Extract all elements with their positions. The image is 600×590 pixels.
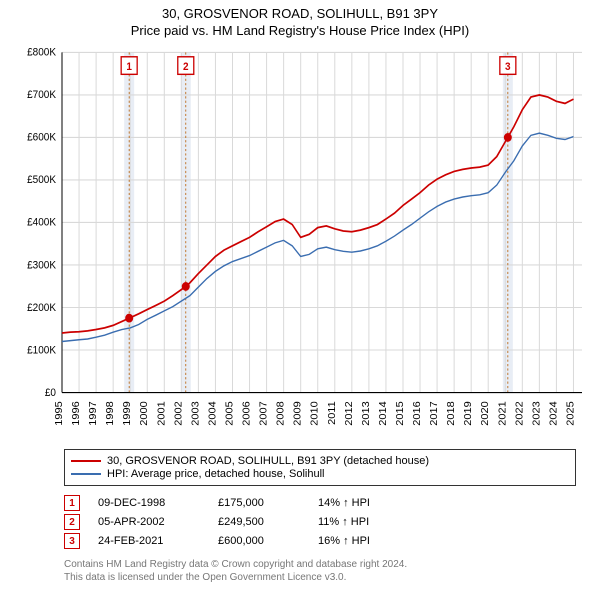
legend-swatch [71,460,101,462]
svg-text:£100K: £100K [27,345,56,356]
transaction-price: £249,500 [218,516,318,528]
svg-text:1998: 1998 [106,401,116,426]
svg-text:2006: 2006 [242,401,252,426]
legend-item: 30, GROSVENOR ROAD, SOLIHULL, B91 3PY (d… [71,455,569,467]
table-row: 1 09-DEC-1998 £175,000 14% ↑ HPI [64,495,576,511]
svg-text:2017: 2017 [429,401,439,426]
legend-item: HPI: Average price, detached house, Soli… [71,468,569,480]
legend-label: HPI: Average price, detached house, Soli… [107,468,325,480]
svg-text:£600K: £600K [27,132,56,143]
title-line-2: Price paid vs. HM Land Registry's House … [0,23,600,38]
svg-text:2024: 2024 [549,401,559,426]
svg-text:£800K: £800K [27,48,56,59]
svg-text:£500K: £500K [27,175,56,186]
transaction-price: £175,000 [218,497,318,509]
svg-text:£400K: £400K [27,217,56,228]
transaction-price: £600,000 [218,535,318,547]
svg-text:2013: 2013 [361,401,371,426]
line-chart: £0 £100K £200K £300K £400K £500K £600K £700K £80… [12,48,588,443]
svg-text:2007: 2007 [259,401,269,426]
svg-text:2004: 2004 [208,401,218,426]
svg-text:1999: 1999 [123,401,133,426]
svg-text:£300K: £300K [27,260,56,271]
transactions-table: 1 09-DEC-1998 £175,000 14% ↑ HPI 2 05-AP… [64,492,576,552]
title-line-1: 30, GROSVENOR ROAD, SOLIHULL, B91 3PY [0,6,600,21]
svg-text:1996: 1996 [71,401,81,426]
chart-area: £0 £100K £200K £300K £400K £500K £600K £700K £80… [12,48,588,443]
footer-line-1: Contains HM Land Registry data © Crown c… [64,558,576,571]
table-row: 3 24-FEB-2021 £600,000 16% ↑ HPI [64,533,576,549]
transaction-pct: 11% ↑ HPI [318,516,418,528]
svg-text:2022: 2022 [515,401,525,426]
svg-text:£700K: £700K [27,90,56,101]
svg-text:£200K: £200K [27,302,56,313]
table-row: 2 05-APR-2002 £249,500 11% ↑ HPI [64,514,576,530]
svg-text:3: 3 [505,62,511,73]
legend-swatch [71,473,101,475]
legend: 30, GROSVENOR ROAD, SOLIHULL, B91 3PY (d… [64,449,576,486]
transaction-pct: 14% ↑ HPI [318,497,418,509]
svg-text:2009: 2009 [293,401,303,426]
footer-line-2: This data is licensed under the Open Gov… [64,571,576,584]
svg-text:2025: 2025 [566,401,576,426]
svg-text:2011: 2011 [327,401,337,425]
svg-text:2005: 2005 [225,401,235,426]
svg-text:2014: 2014 [378,401,388,426]
svg-text:2012: 2012 [344,401,354,426]
chart-titles: 30, GROSVENOR ROAD, SOLIHULL, B91 3PY Pr… [0,0,600,42]
svg-text:2003: 2003 [191,401,201,426]
svg-text:2023: 2023 [532,401,542,426]
transaction-marker: 3 [64,533,80,549]
svg-text:1: 1 [126,62,132,73]
svg-text:2021: 2021 [498,401,508,426]
svg-text:1995: 1995 [54,401,64,426]
svg-text:2020: 2020 [481,401,491,426]
svg-text:1997: 1997 [88,401,98,426]
transaction-marker: 2 [64,514,80,530]
svg-text:2018: 2018 [447,401,457,426]
svg-text:2001: 2001 [157,401,167,426]
transaction-pct: 16% ↑ HPI [318,535,418,547]
legend-label: 30, GROSVENOR ROAD, SOLIHULL, B91 3PY (d… [107,455,429,467]
transaction-date: 09-DEC-1998 [98,497,218,509]
svg-text:2015: 2015 [395,401,405,426]
svg-text:£0: £0 [45,387,56,398]
svg-text:2: 2 [183,62,189,73]
svg-text:2019: 2019 [464,401,474,426]
transaction-date: 05-APR-2002 [98,516,218,528]
svg-text:2000: 2000 [140,401,150,426]
footer: Contains HM Land Registry data © Crown c… [64,558,576,584]
svg-text:2016: 2016 [412,401,422,426]
transaction-date: 24-FEB-2021 [98,535,218,547]
svg-text:2010: 2010 [310,401,320,426]
transaction-marker: 1 [64,495,80,511]
svg-text:2008: 2008 [276,401,286,426]
svg-text:2002: 2002 [174,401,184,426]
